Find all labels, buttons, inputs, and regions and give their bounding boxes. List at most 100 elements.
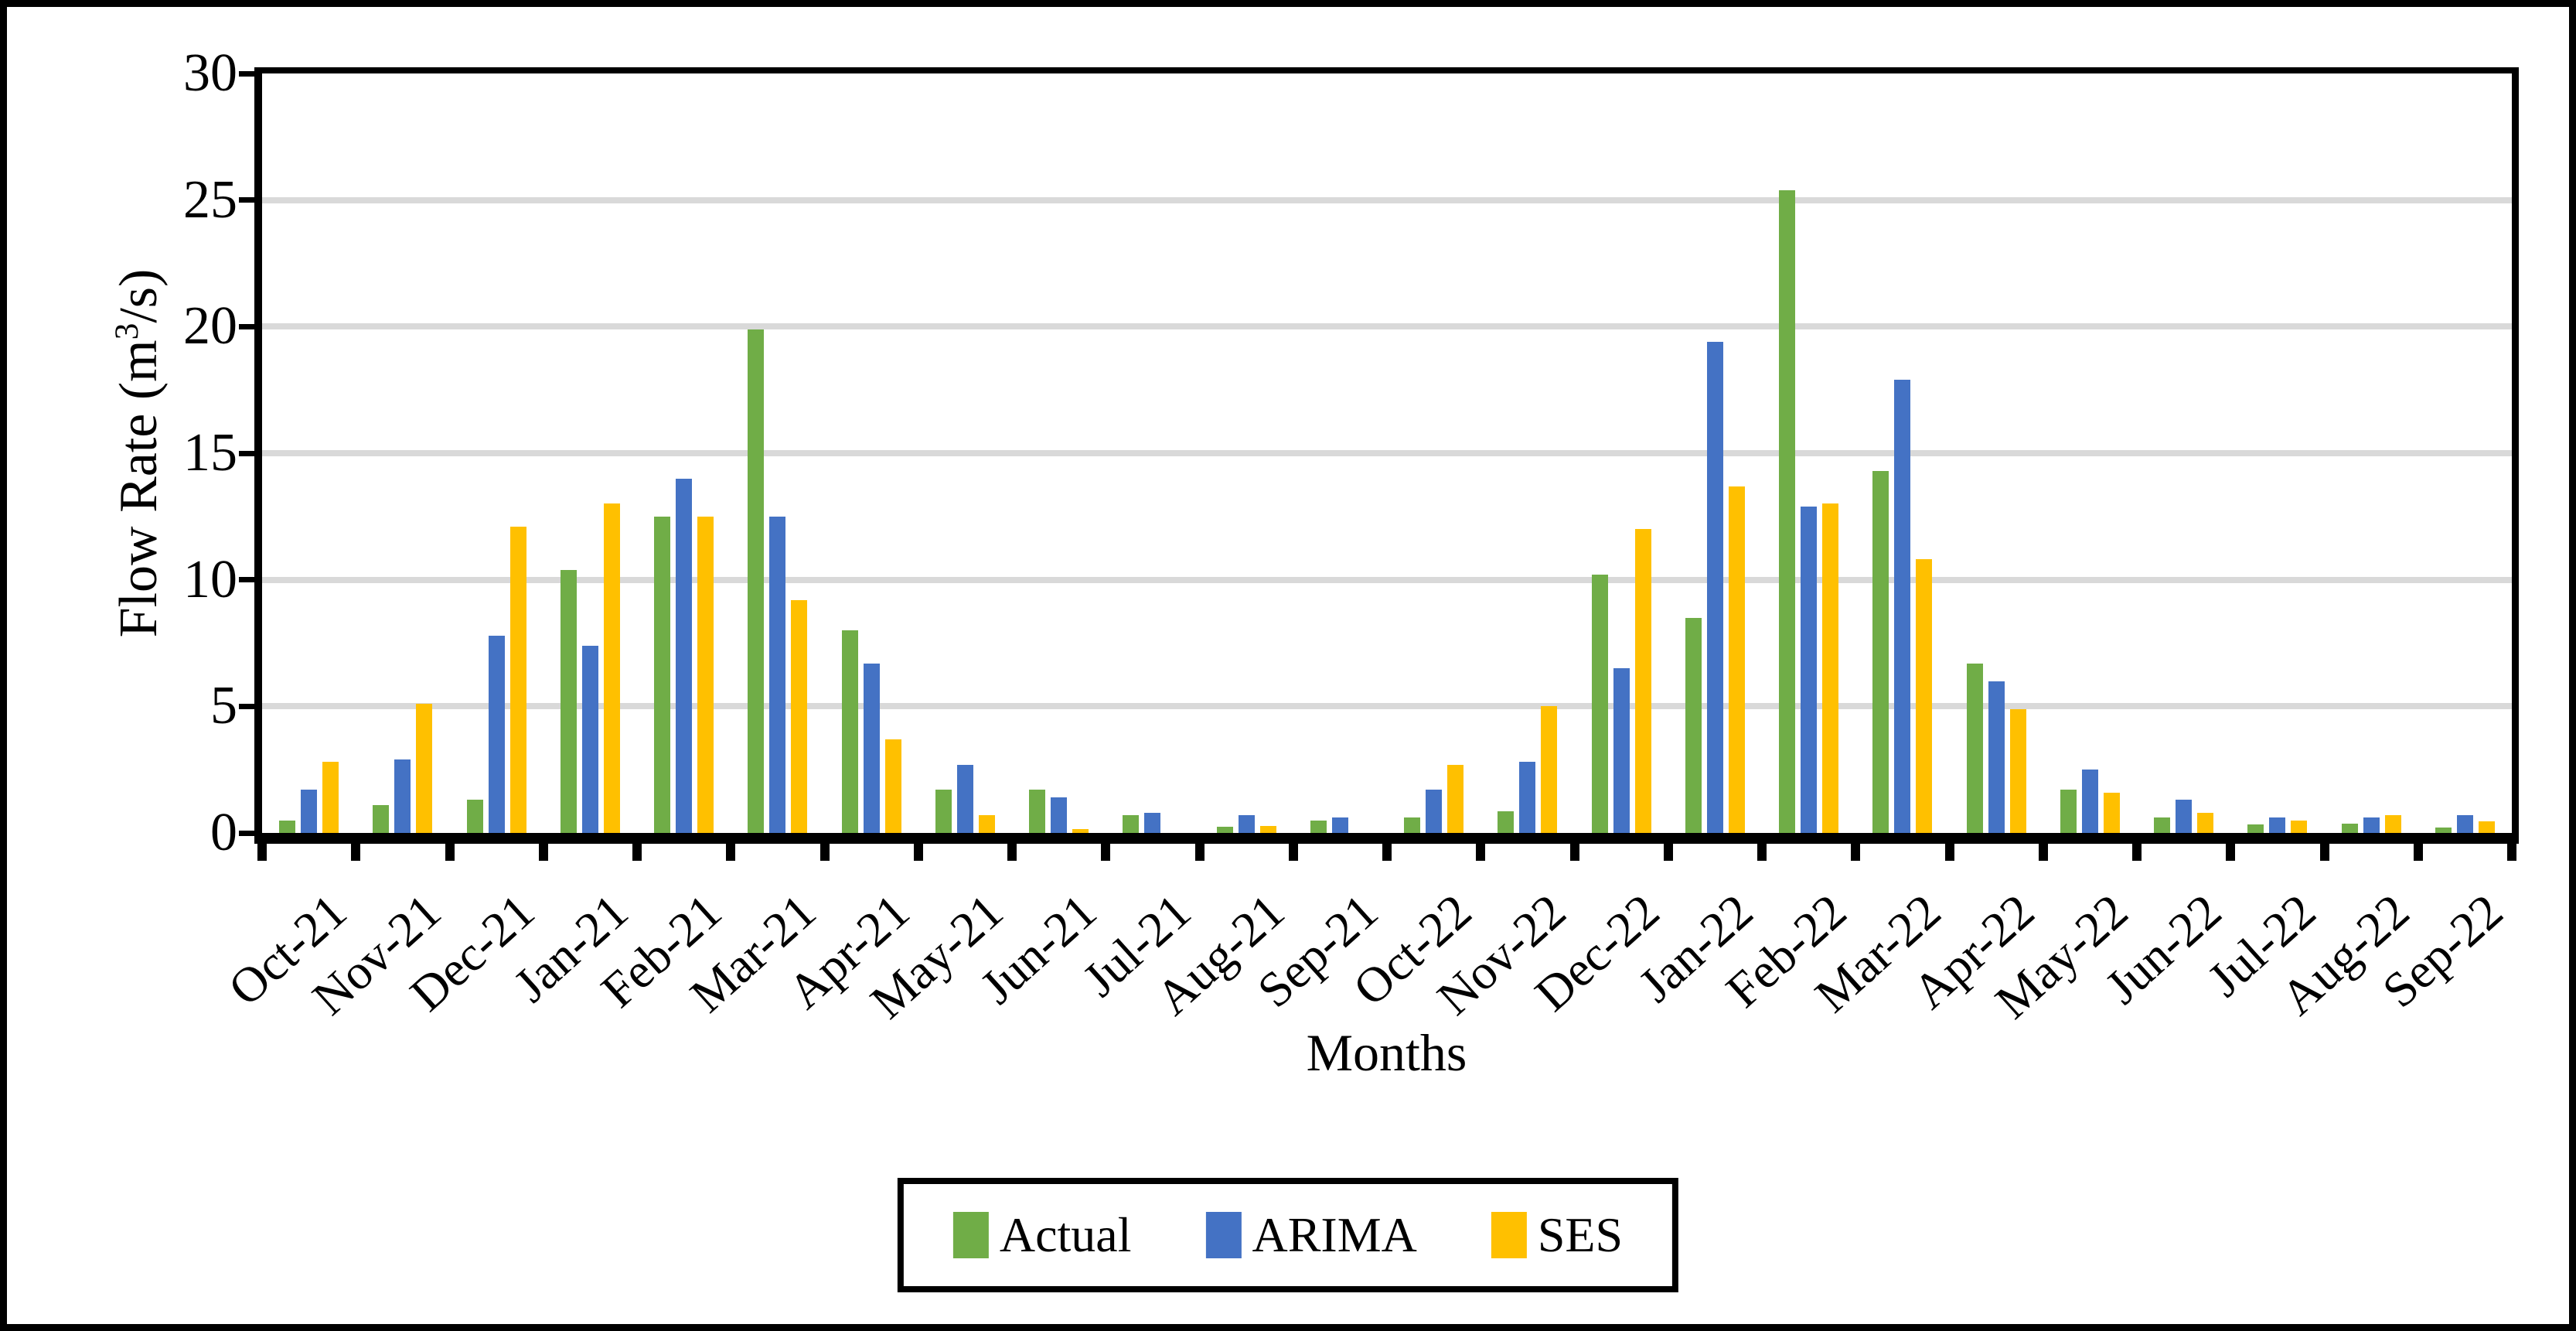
legend: Actual ARIMA SES (897, 1178, 1679, 1292)
x-tick-mark-8 (1007, 844, 1017, 861)
x-tick-mark-6 (819, 844, 830, 861)
plot-area (254, 67, 2519, 844)
bar-actual-nov-21 (373, 805, 390, 833)
x-tick-mark-21 (2226, 844, 2236, 861)
y-tick-label-5: 5 (210, 676, 237, 736)
gridline-5 (262, 703, 2512, 710)
bar-arima-feb-21 (676, 478, 693, 833)
bar-ses-dec-22 (1634, 529, 1651, 833)
bar-group-aug-21 (1200, 73, 1293, 833)
bar-actual-may-22 (2060, 790, 2077, 833)
bar-arima-sep-21 (1331, 817, 1348, 833)
x-tick-mark-18 (1944, 844, 1954, 861)
bar-group-mar-22 (1855, 73, 1949, 833)
bar-ses-apr-21 (884, 739, 901, 833)
bar-arima-jul-21 (1144, 812, 1161, 833)
x-tick-mark-7 (913, 844, 923, 861)
bar-actual-apr-22 (1966, 663, 1983, 833)
y-tick-mark-30 (239, 70, 256, 77)
y-tick-label-20: 20 (183, 296, 237, 357)
x-tick-mark-23 (2413, 844, 2423, 861)
bar-group-apr-21 (825, 73, 918, 833)
y-tick-mark-5 (239, 703, 256, 709)
bar-ses-mar-21 (791, 599, 808, 833)
legend-label-ses: SES (1537, 1207, 1624, 1262)
bar-arima-dec-22 (1613, 668, 1630, 833)
bar-group-oct-21 (262, 73, 356, 833)
bar-arima-jul-22 (2269, 817, 2286, 833)
bar-ses-feb-22 (1822, 503, 1839, 833)
y-tick-label-0: 0 (210, 803, 237, 862)
bar-ses-jan-21 (603, 503, 620, 833)
x-tick-mark-17 (1851, 844, 1861, 861)
y-axis-title: Flow Rate (m3/s) (107, 268, 169, 638)
bar-ses-jun-21 (1072, 829, 1089, 833)
gridline-25 (262, 196, 2512, 203)
bar-group-oct-22 (1387, 73, 1481, 833)
bar-actual-mar-22 (1872, 470, 1889, 833)
bar-arima-aug-21 (1238, 815, 1255, 833)
y-tick-label-10: 10 (183, 549, 237, 609)
gridline-15 (262, 450, 2512, 456)
x-tick-mark-12 (1382, 844, 1392, 861)
bar-arima-jan-22 (1706, 341, 1723, 833)
bar-ses-oct-21 (322, 762, 339, 833)
bar-group-mar-21 (731, 73, 824, 833)
x-tick-mark-13 (1476, 844, 1486, 861)
bar-group-aug-22 (2325, 73, 2418, 833)
y-tick-mark-15 (239, 450, 256, 456)
bar-ses-apr-22 (2009, 708, 2026, 833)
bar-group-sep-22 (2418, 73, 2512, 833)
bar-ses-may-21 (978, 815, 995, 833)
bar-actual-jun-22 (2154, 817, 2171, 833)
bar-actual-feb-21 (654, 516, 671, 833)
bar-ses-jan-22 (1728, 486, 1745, 833)
bar-group-dec-21 (450, 73, 543, 833)
bar-group-apr-22 (1950, 73, 2043, 833)
bar-group-jul-22 (2230, 73, 2324, 833)
y-tick-label-30: 30 (183, 43, 237, 103)
x-tick-mark-11 (1288, 844, 1298, 861)
bar-ses-feb-21 (697, 516, 714, 833)
bar-ses-dec-21 (509, 526, 526, 833)
bar-actual-dec-21 (466, 800, 483, 833)
x-tick-mark-10 (1194, 844, 1205, 861)
bar-actual-sep-21 (1310, 820, 1327, 833)
bar-group-jan-21 (543, 73, 637, 833)
bar-ses-jul-22 (2291, 820, 2308, 833)
bar-group-nov-21 (356, 73, 449, 833)
bar-ses-nov-22 (1541, 706, 1558, 833)
bar-arima-feb-22 (1801, 506, 1818, 833)
legend-item-actual: Actual (952, 1210, 1131, 1260)
bar-actual-oct-22 (1404, 817, 1421, 833)
bar-group-may-22 (2043, 73, 2137, 833)
bar-ses-jun-22 (2197, 812, 2214, 833)
bar-arima-may-22 (2081, 770, 2098, 833)
bar-actual-nov-22 (1498, 811, 1515, 833)
bar-group-dec-22 (1575, 73, 1668, 833)
bar-actual-jun-21 (1029, 790, 1046, 833)
bar-arima-mar-22 (1894, 380, 1911, 833)
y-tick-mark-10 (239, 577, 256, 583)
x-tick-mark-4 (632, 844, 642, 861)
bar-actual-mar-21 (748, 329, 765, 833)
gridline-10 (262, 576, 2512, 583)
bar-actual-dec-22 (1591, 575, 1608, 833)
bar-actual-jan-21 (560, 569, 577, 833)
x-tick-mark-19 (2038, 844, 2048, 861)
x-tick-mark-22 (2319, 844, 2329, 861)
bar-arima-oct-21 (301, 790, 318, 833)
x-tick-mark-14 (1569, 844, 1579, 861)
bar-arima-nov-21 (394, 759, 411, 833)
x-tick-mark-5 (726, 844, 736, 861)
x-tick-mark-2 (445, 844, 455, 861)
bar-ses-aug-21 (1259, 826, 1276, 833)
bar-group-jul-21 (1106, 73, 1199, 833)
bar-arima-apr-22 (1988, 681, 2005, 833)
bar-group-feb-22 (1762, 73, 1855, 833)
bar-arima-mar-21 (769, 516, 786, 833)
bar-group-feb-21 (637, 73, 731, 833)
y-tick-mark-25 (239, 197, 256, 203)
legend-item-ses: SES (1491, 1210, 1623, 1260)
bar-arima-nov-22 (1519, 762, 1536, 833)
